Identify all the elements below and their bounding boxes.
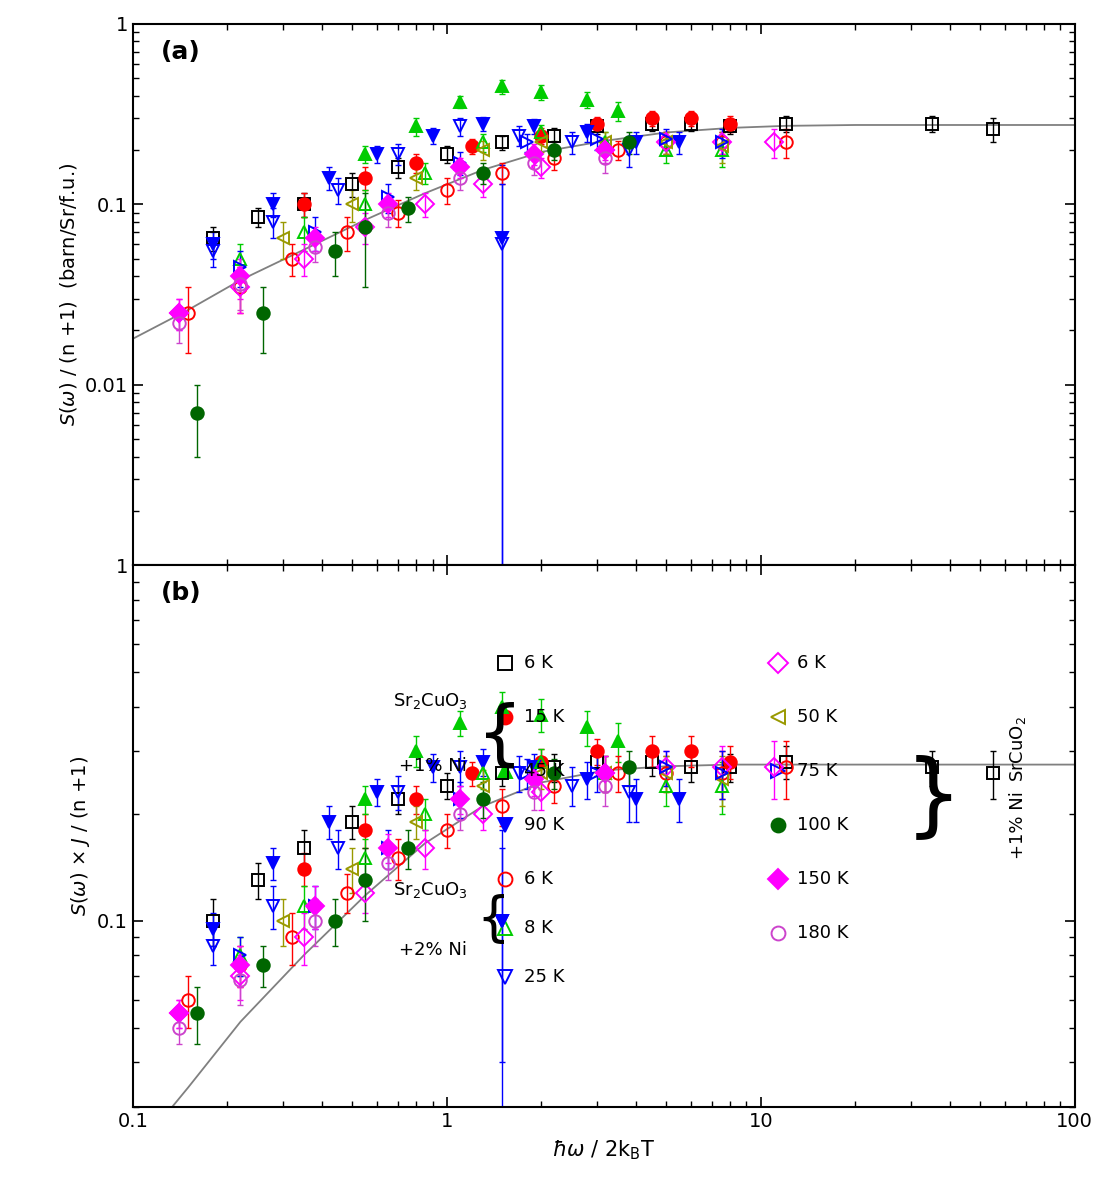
Text: 6 K: 6 K — [524, 870, 553, 888]
Text: 6 K: 6 K — [797, 653, 825, 671]
Text: 8 K: 8 K — [524, 919, 553, 937]
Text: SrCuO$_2$: SrCuO$_2$ — [1008, 716, 1028, 782]
Text: 150 K: 150 K — [797, 870, 849, 888]
Text: +1% Ni: +1% Ni — [1009, 791, 1027, 859]
Text: (b): (b) — [162, 582, 202, 606]
Text: 180 K: 180 K — [797, 925, 849, 942]
Text: 45 K: 45 K — [524, 762, 564, 779]
Text: {: { — [476, 894, 511, 946]
Text: 15 K: 15 K — [524, 708, 564, 726]
Text: Sr$_2$CuO$_3$: Sr$_2$CuO$_3$ — [392, 881, 468, 900]
Text: }: } — [905, 754, 963, 843]
Y-axis label: $S(\omega)$ $\times$ $J$ / (n +1): $S(\omega)$ $\times$ $J$ / (n +1) — [69, 756, 92, 916]
Text: 90 K: 90 K — [524, 816, 564, 834]
Text: Sr$_2$CuO$_3$: Sr$_2$CuO$_3$ — [392, 690, 468, 710]
Text: 6 K: 6 K — [524, 653, 553, 671]
Text: 25 K: 25 K — [524, 967, 564, 985]
Text: 75 K: 75 K — [797, 762, 838, 779]
Text: +1% Ni: +1% Ni — [399, 757, 468, 775]
Text: 100 K: 100 K — [797, 816, 849, 834]
Text: {: { — [476, 701, 523, 770]
X-axis label: $\hbar\omega$ / 2k$_{\mathrm{B}}$T: $\hbar\omega$ / 2k$_{\mathrm{B}}$T — [552, 1139, 656, 1163]
Y-axis label: $S(\omega)$ / (n +1)  (barn/Sr/f.u.): $S(\omega)$ / (n +1) (barn/Sr/f.u.) — [59, 163, 80, 426]
Text: (a): (a) — [162, 40, 201, 64]
Text: 50 K: 50 K — [797, 708, 838, 726]
Text: +2% Ni: +2% Ni — [399, 940, 468, 959]
